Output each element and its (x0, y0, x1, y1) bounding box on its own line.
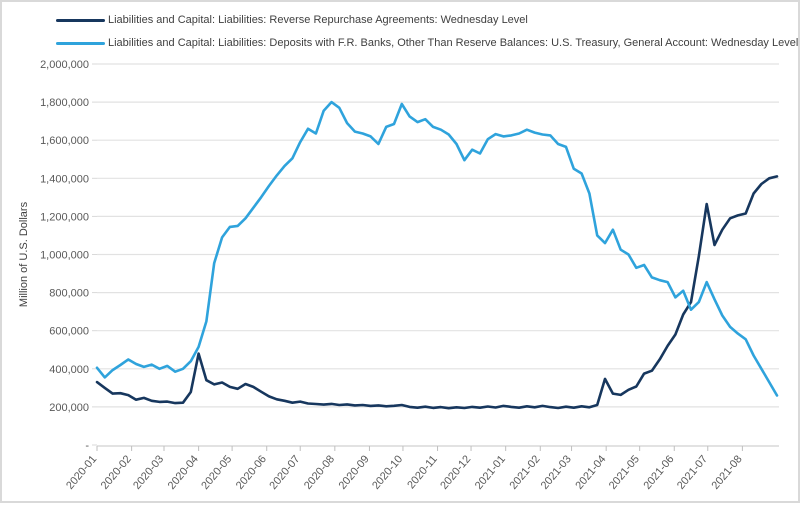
x-tick-label: 2021-02 (507, 453, 542, 492)
y-tick-label: 200,000 (49, 402, 89, 414)
y-tick-label: 2,000,000 (40, 59, 89, 71)
legend-item-reverse-repo: Liabilities and Capital: Liabilities: Re… (56, 12, 798, 28)
x-tick-label: 2020-11 (405, 453, 440, 491)
y-tick-label: 1,000,000 (40, 250, 89, 262)
x-tick-label: 2020-03 (131, 453, 166, 492)
x-tick-label: 2020-09 (337, 453, 372, 492)
x-tick-label: 2020-10 (370, 453, 405, 492)
x-tick-label: 2020-06 (234, 453, 269, 492)
y-tick-label: - (85, 440, 89, 452)
y-tick-label: 600,000 (49, 326, 89, 338)
series-line-reverse-repo (95, 175, 779, 410)
y-tick-label: 1,400,000 (40, 173, 89, 185)
x-tick-label: 2021-01 (473, 453, 508, 492)
legend-label: Liabilities and Capital: Liabilities: De… (108, 37, 799, 49)
legend-label: Liabilities and Capital: Liabilities: Re… (108, 14, 528, 26)
x-tick-label: 2021-05 (607, 453, 642, 492)
x-tick-label: 2020-05 (199, 453, 234, 492)
y-tick-label: 1,600,000 (40, 135, 89, 147)
y-tick-label: 1,800,000 (40, 97, 89, 109)
y-tick-label: 1,200,000 (40, 211, 89, 223)
x-tick-label: 2021-03 (539, 453, 574, 492)
x-tick-label: 2021-08 (710, 453, 745, 492)
x-tick-label: 2020-08 (302, 453, 337, 492)
y-tick-label: 400,000 (49, 364, 89, 376)
x-tick-label: 2021-07 (675, 453, 710, 492)
legend-line-swatch-navy (56, 18, 105, 22)
x-tick-label: 2021-04 (573, 453, 608, 492)
series-line-treasury-general-account (95, 100, 779, 397)
x-tick-label: 2020-12 (438, 453, 473, 492)
legend-item-tga: Liabilities and Capital: Liabilities: De… (56, 35, 798, 51)
x-tick-label: 2020-02 (99, 453, 134, 492)
legend-line-swatch-lightblue (56, 41, 105, 45)
x-tick-label: 2020-01 (64, 453, 99, 492)
y-tick-label: 800,000 (49, 288, 89, 300)
x-tick-label: 2020-04 (166, 453, 201, 492)
chart-legend: Liabilities and Capital: Liabilities: Re… (56, 12, 798, 58)
y-axis-title: Million of U.S. Dollars (18, 201, 30, 307)
x-tick-label: 2021-06 (641, 453, 676, 492)
x-tick-label: 2020-07 (267, 453, 302, 492)
